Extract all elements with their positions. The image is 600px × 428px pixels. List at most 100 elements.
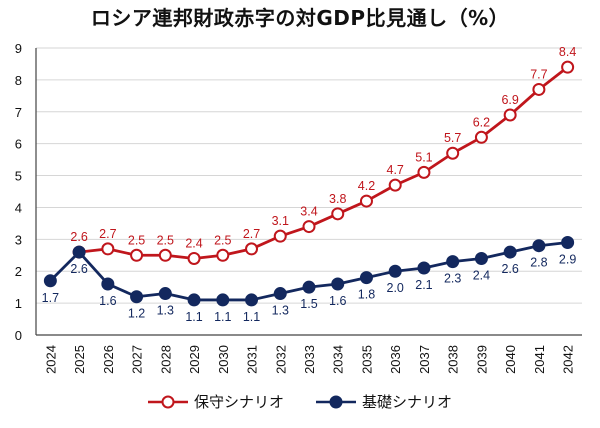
data-point — [273, 287, 287, 301]
data-label: 1.1 — [243, 310, 260, 324]
x-tick-label: 2025 — [72, 345, 87, 374]
legend-conservative-label: 保守シナリオ — [194, 393, 284, 411]
data-point — [503, 245, 517, 259]
y-tick-label: 3 — [15, 232, 22, 247]
data-point — [273, 229, 287, 243]
data-point — [359, 271, 373, 285]
legend-base-marker — [329, 395, 343, 409]
data-label: 1.3 — [157, 304, 174, 318]
data-point — [130, 248, 144, 262]
y-tick-label: 6 — [15, 137, 22, 152]
y-tick-label: 7 — [15, 105, 22, 120]
data-point — [446, 255, 460, 269]
data-label: 1.1 — [214, 310, 231, 324]
x-tick-label: 2028 — [158, 345, 173, 374]
data-point — [388, 264, 402, 278]
data-point — [216, 248, 230, 262]
data-point — [561, 236, 575, 250]
data-point — [158, 287, 172, 301]
data-label: 1.7 — [42, 291, 59, 305]
data-point — [331, 277, 345, 291]
data-label: 2.0 — [387, 281, 404, 295]
data-label: 2.5 — [128, 233, 145, 247]
data-label: 7.7 — [530, 67, 547, 81]
x-tick-label: 2037 — [417, 345, 432, 374]
x-tick-label: 2038 — [446, 345, 461, 374]
data-label: 2.5 — [157, 233, 174, 247]
x-tick-label: 2036 — [388, 345, 403, 374]
data-label: 3.4 — [300, 205, 317, 219]
series-conservative: 2.6 2.7 2.5 2.5 2.4 2.5 2.7 3.1 3.4 3.8 4.2 4.7 5.1 5… — [70, 45, 576, 265]
data-point — [561, 60, 575, 74]
data-label: 4.7 — [387, 163, 404, 177]
data-label: 5.1 — [415, 150, 432, 164]
y-tick-label: 9 — [15, 41, 22, 56]
data-label: 2.5 — [214, 233, 231, 247]
x-tick-label: 2031 — [245, 345, 260, 374]
x-tick-label: 2027 — [130, 345, 145, 374]
data-point — [417, 261, 431, 275]
data-point — [532, 239, 546, 253]
x-tick-label: 2030 — [216, 345, 231, 374]
data-label: 2.3 — [444, 272, 461, 286]
data-point — [302, 280, 316, 294]
x-tick-label: 2039 — [474, 345, 489, 374]
data-label: 1.8 — [358, 288, 375, 302]
y-tick-label: 2 — [15, 264, 22, 279]
data-point — [331, 207, 345, 221]
data-label: 2.4 — [185, 236, 202, 250]
data-label: 4.2 — [358, 179, 375, 193]
legend-conservative-marker — [161, 395, 175, 409]
data-point — [130, 290, 144, 304]
data-point — [245, 293, 259, 307]
x-tick-label: 2041 — [532, 345, 547, 374]
legend: 保守シナリオ 基礎シナリオ — [148, 393, 452, 411]
data-label: 1.2 — [128, 307, 145, 321]
data-label: 3.1 — [272, 214, 289, 228]
x-tick-label: 2035 — [359, 345, 374, 374]
data-point — [359, 194, 373, 208]
x-tick-label: 2033 — [302, 345, 317, 374]
data-point — [216, 293, 230, 307]
data-point — [43, 274, 57, 288]
chart-title: ロシア連邦財政赤字の対GDP比見通し（%） — [90, 6, 510, 30]
grid-lines — [35, 47, 582, 336]
data-point — [417, 165, 431, 179]
data-point — [245, 242, 259, 256]
data-label: 2.7 — [99, 227, 116, 241]
x-tick-label: 2032 — [273, 345, 288, 374]
x-axis-ticks: 2024 2025 2026 2027 2028 2029 2030 2031 2032 2033… — [43, 345, 575, 374]
data-label: 2.7 — [243, 227, 260, 241]
data-label: 1.6 — [329, 294, 346, 308]
x-tick-label: 2024 — [43, 345, 58, 374]
data-label: 1.3 — [272, 304, 289, 318]
data-label: 6.2 — [473, 115, 490, 129]
data-label: 2.1 — [415, 278, 432, 292]
y-axis-ticks: 0 1 2 3 4 5 6 7 8 9 — [15, 41, 22, 343]
data-label: 6.9 — [501, 93, 518, 107]
y-tick-label: 4 — [15, 200, 22, 215]
y-tick-label: 0 — [15, 328, 22, 343]
data-label: 1.6 — [99, 294, 116, 308]
data-point — [187, 251, 201, 265]
series-base: 1.7 2.6 1.6 1.2 1.3 1.1 1.1 1.1 1.3 1.5 1.6 1.8 2.0 2… — [42, 236, 576, 324]
data-label: 2.6 — [70, 230, 87, 244]
series-group: 2.6 2.7 2.5 2.5 2.4 2.5 2.7 3.1 3.4 3.8 4.2 4.7 5.1 5… — [42, 45, 577, 324]
data-point — [474, 251, 488, 265]
y-tick-label: 5 — [15, 169, 22, 184]
data-label: 2.4 — [473, 268, 490, 282]
data-point — [446, 146, 460, 160]
data-label: 1.1 — [185, 310, 202, 324]
x-tick-label: 2026 — [101, 345, 116, 374]
data-point — [503, 108, 517, 122]
x-tick-label: 2029 — [187, 345, 202, 374]
legend-base-label: 基礎シナリオ — [362, 393, 452, 411]
x-tick-label: 2034 — [331, 345, 346, 374]
data-label: 2.9 — [559, 253, 576, 267]
data-point — [388, 178, 402, 192]
data-point — [101, 242, 115, 256]
data-label: 3.8 — [329, 192, 346, 206]
data-label: 2.6 — [501, 262, 518, 276]
data-label: 5.7 — [444, 131, 461, 145]
